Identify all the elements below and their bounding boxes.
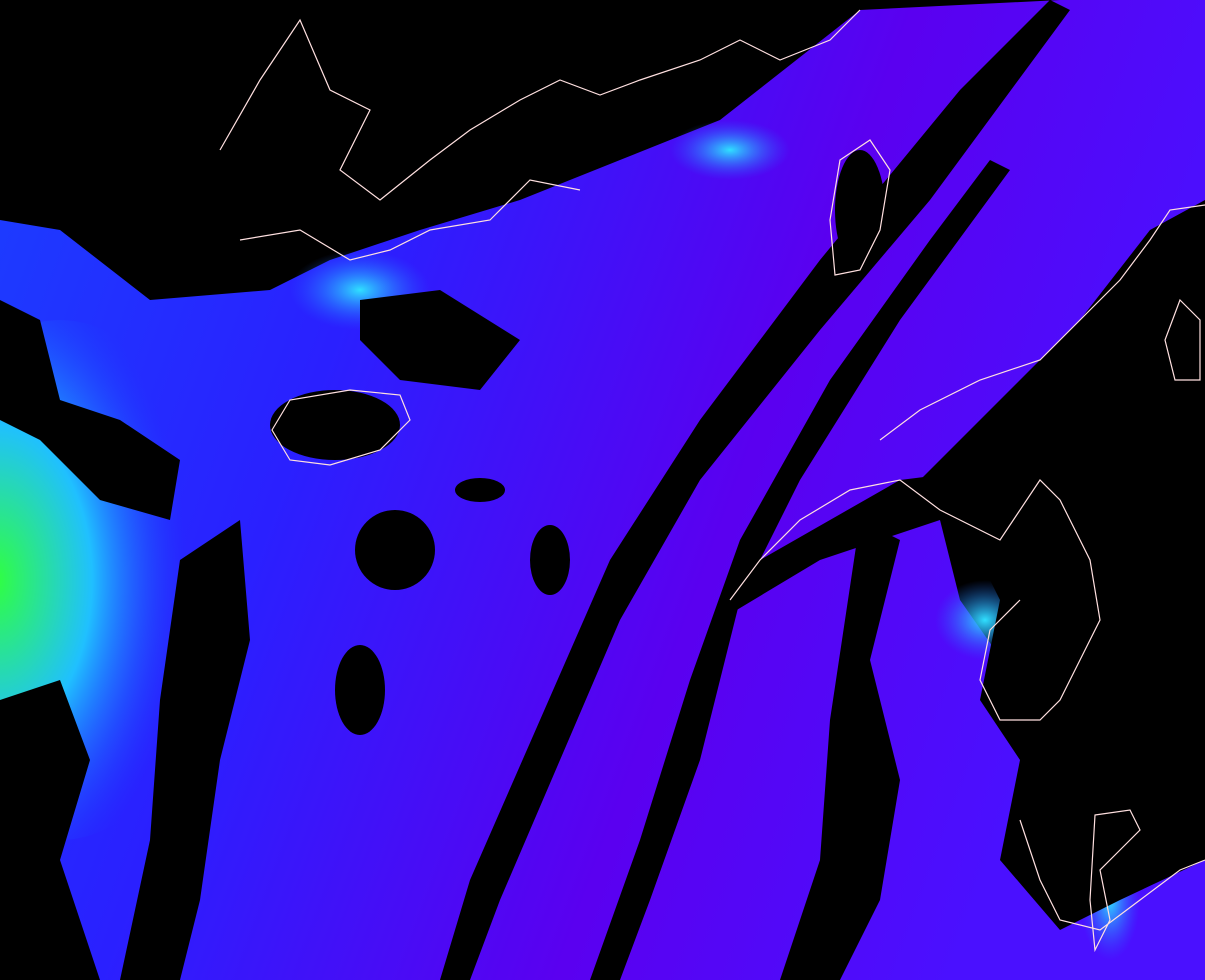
cloud-band-1 (440, 0, 1070, 980)
cloud-band-4 (120, 520, 250, 980)
land-east (900, 200, 1205, 930)
coastline-layer (219, 9, 1205, 953)
coastline-island-east (1164, 298, 1201, 381)
island-south (1085, 815, 1135, 865)
cloud-patch (530, 525, 570, 595)
coastline-kyushu (729, 479, 1101, 721)
island-northeast (835, 150, 885, 270)
coastline-jeju (271, 389, 411, 466)
cloud-southwest (0, 680, 100, 980)
coastline-east (1019, 819, 1205, 931)
coastline-island-northeast (829, 139, 891, 276)
cloud-band-2 (590, 160, 1010, 980)
island-jeju (270, 390, 400, 460)
coastline-honshu (879, 204, 1205, 441)
cloud-center (360, 290, 520, 390)
coastline-china (219, 9, 861, 201)
land-north (0, 0, 860, 280)
cloud-west (0, 300, 180, 520)
cloud-band-3 (780, 520, 900, 980)
coastline-korea-south (239, 179, 581, 261)
cloud-patch (335, 645, 385, 735)
coastline-southern-island (1089, 809, 1141, 953)
cloud-patch (455, 478, 505, 502)
coastal-bloom-north-2 (670, 120, 790, 180)
cloud-patch (355, 510, 435, 590)
